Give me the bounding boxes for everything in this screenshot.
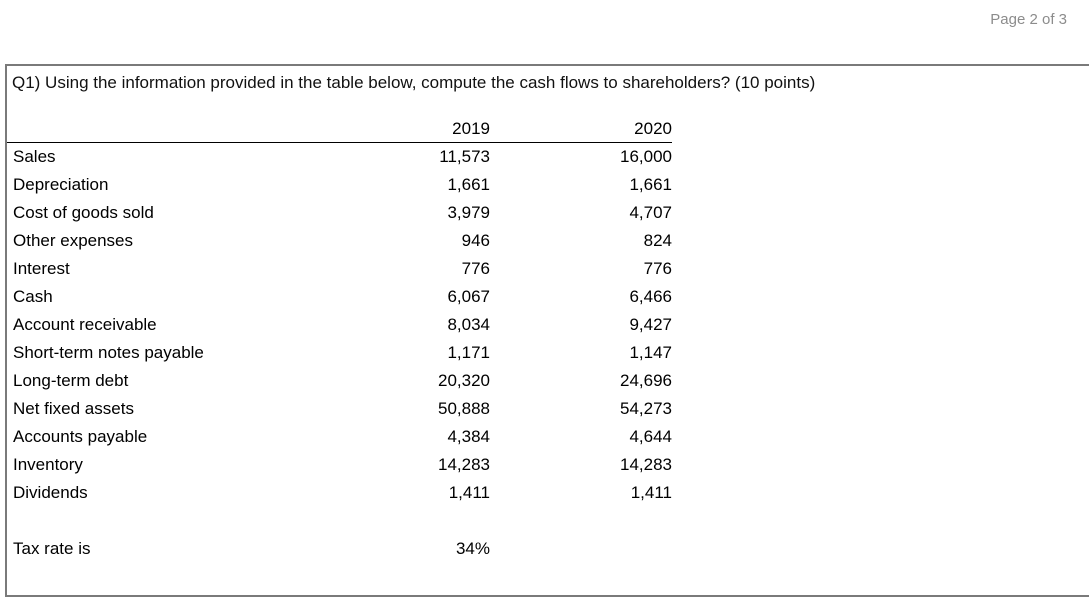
table-row: Long-term debt 20,320 24,696 — [7, 367, 672, 395]
row-label: Dividends — [13, 483, 88, 502]
table-row: Cash 6,067 6,466 — [7, 283, 672, 311]
table-row: Sales 11,573 16,000 — [7, 143, 672, 171]
row-label: Depreciation — [13, 175, 109, 194]
row-label: Accounts payable — [13, 427, 148, 446]
table-row: Dividends 1,411 1,411 — [7, 479, 672, 507]
row-value-2020: 9,427 — [629, 315, 672, 334]
row-value-2019: 1,661 — [447, 175, 490, 194]
row-label: Other expenses — [13, 231, 134, 250]
row-label: Sales — [13, 147, 56, 166]
table-row: Interest 776 776 — [7, 255, 672, 283]
row-value-2020: 776 — [643, 259, 672, 278]
row-value-2020: 24,696 — [620, 371, 672, 390]
row-value-2020: 824 — [643, 231, 672, 250]
row-value-2020: 54,273 — [620, 399, 672, 418]
row-label: Net fixed assets — [13, 399, 134, 418]
row-value-2019: 11,573 — [439, 147, 490, 166]
row-label: Long-term debt — [13, 371, 129, 390]
row-value-2019: 20,320 — [438, 371, 490, 390]
row-value-2019: 3,979 — [447, 203, 490, 222]
row-value-2019: 1,411 — [448, 483, 490, 502]
table-header-2019: 2019 — [452, 118, 490, 138]
row-value-2019: 14,283 — [438, 455, 490, 474]
row-label: Cash — [13, 287, 53, 306]
financial-table: 2019 2020 Sales 11,573 16,000 Depreciation 1… — [7, 115, 672, 563]
row-label: Short-term notes payable — [13, 343, 204, 362]
row-value-2020: 1,411 — [630, 483, 672, 502]
question-box: Q1) Using the information provided in th… — [5, 64, 1089, 597]
table-row: Net fixed assets 50,888 54,273 — [7, 395, 672, 423]
row-value-2020: 4,644 — [629, 427, 672, 446]
table-row: Account receivable 8,034 9,427 — [7, 311, 672, 339]
row-value-2019: 776 — [461, 259, 490, 278]
row-value-2020: 4,707 — [629, 203, 672, 222]
table-row: Inventory 14,283 14,283 — [7, 451, 672, 479]
page-number: Page 2 of 3 — [990, 11, 1067, 28]
table-row: Short-term notes payable 1,171 1,147 — [7, 339, 672, 367]
row-label: Cost of goods sold — [13, 203, 154, 222]
table-header-row: 2019 2020 — [7, 115, 672, 143]
blank-row — [7, 507, 672, 535]
table-row: Other expenses 946 824 — [7, 227, 672, 255]
row-label: Account receivable — [13, 315, 157, 334]
financial-table-body: Sales 11,573 16,000 Depreciation 1,661 1,661 C… — [7, 143, 672, 507]
row-value-2019: 946 — [461, 231, 490, 250]
table-row: Accounts payable 4,384 4,644 — [7, 423, 672, 451]
row-value-2020: 14,283 — [620, 455, 672, 474]
table-row: Cost of goods sold 3,979 4,707 — [7, 199, 672, 227]
question-text: Q1) Using the information provided in th… — [12, 73, 816, 92]
table-header-2020: 2020 — [634, 118, 672, 138]
table-row: Depreciation 1,661 1,661 — [7, 171, 672, 199]
row-label: Interest — [13, 259, 70, 278]
row-value-2020: 1,661 — [629, 175, 672, 194]
row-value-2019: 6,067 — [447, 287, 490, 306]
row-value-2019: 4,384 — [447, 427, 490, 446]
row-value-2019: 1,171 — [447, 343, 490, 362]
tax-rate-label: Tax rate is — [13, 539, 91, 558]
row-value-2020: 6,466 — [629, 287, 672, 306]
tax-rate-row: Tax rate is 34% — [7, 535, 672, 563]
row-value-2020: 16,000 — [620, 147, 672, 166]
row-value-2019: 8,034 — [447, 315, 490, 334]
row-value-2020: 1,147 — [629, 343, 672, 362]
tax-rate-value: 34% — [455, 539, 490, 558]
row-value-2019: 50,888 — [438, 399, 490, 418]
row-label: Inventory — [13, 455, 83, 474]
